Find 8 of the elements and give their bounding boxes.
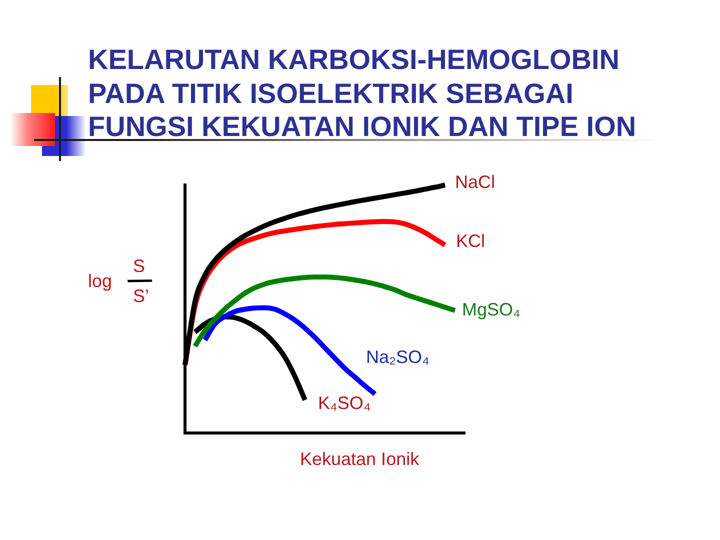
series-label: KCl <box>456 230 486 251</box>
y-axis-title: log S/S’ <box>88 256 158 306</box>
series-label: K₄SO₄ <box>318 392 371 413</box>
series-label: Na₂SO₄ <box>366 347 430 368</box>
series-label: MgSO₄ <box>462 299 520 320</box>
x-axis-title: Kekuatan Ionik <box>300 449 420 469</box>
chart-title: KELARUTAN KARBOKSI-HEMOGLOBIN PADA TITIK ISOELEKTRIK SEBAGAI FUNGSI KEKUATAN IONIK DAN TIPE ION <box>88 43 638 144</box>
series-label: NaCl <box>455 172 496 192</box>
